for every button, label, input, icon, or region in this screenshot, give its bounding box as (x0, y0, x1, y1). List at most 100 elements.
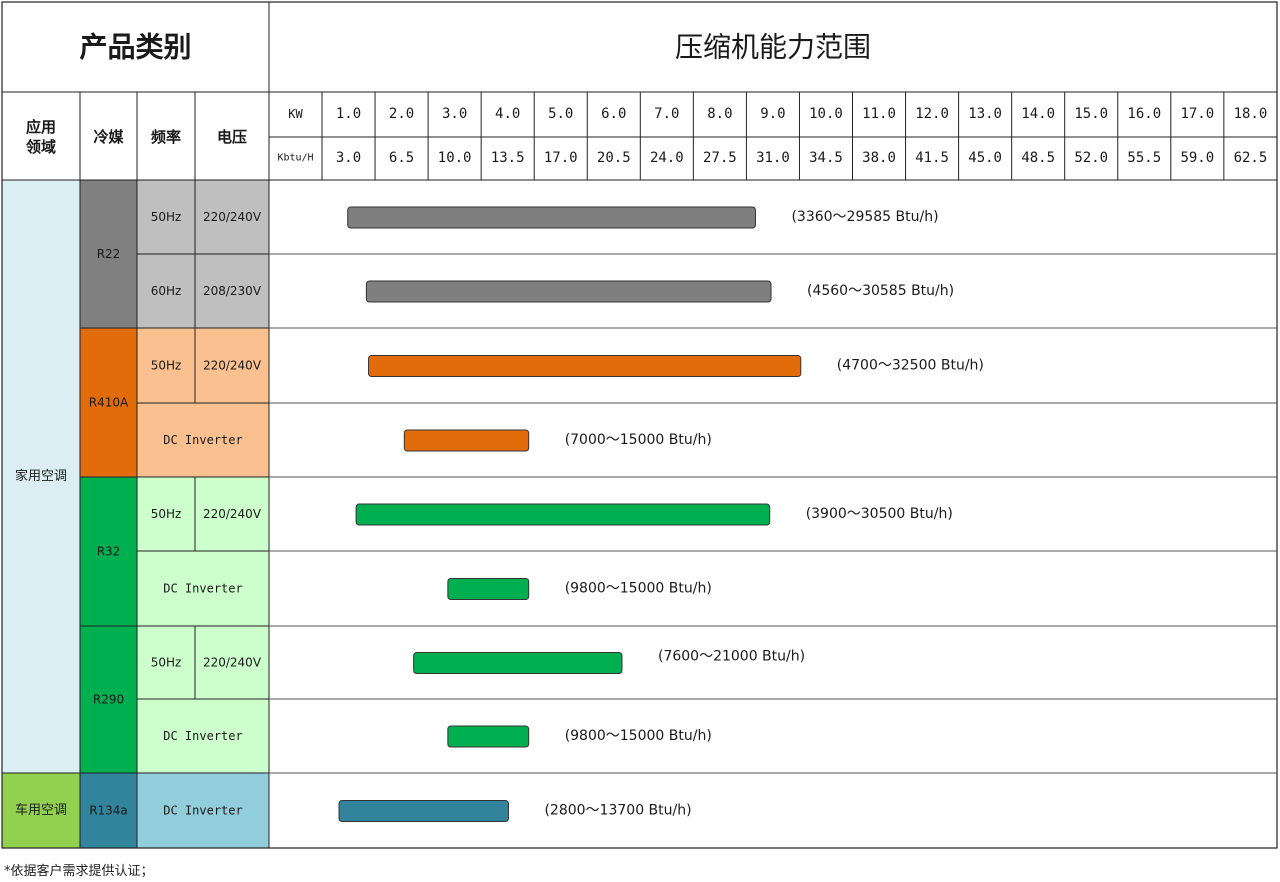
frequency-cell (137, 773, 269, 848)
kw-tick-label: 12.0 (915, 106, 949, 122)
frequency-cell (137, 403, 269, 477)
kw-tick-label: 15.0 (1074, 106, 1108, 122)
kw-tick-label: 9.0 (760, 106, 785, 122)
refrigerant-label: R22 (97, 247, 121, 261)
kbtu-tick-label: 13.5 (491, 150, 525, 166)
col-header-application: 领域 (25, 138, 56, 156)
capacity-bar (413, 652, 623, 674)
kbtu-tick-label: 41.5 (915, 150, 949, 166)
kw-tick-label: 14.0 (1021, 106, 1055, 122)
kw-tick-label: 3.0 (442, 106, 467, 122)
frequency-label: DC Inverter (163, 582, 242, 596)
kw-tick-label: 13.0 (968, 106, 1002, 122)
kw-tick-label: 8.0 (707, 106, 732, 122)
col-header-application: 应用 (26, 118, 56, 136)
capacity-range-label: (7600～21000 Btu/h) (658, 649, 805, 665)
kw-tick-label: 4.0 (495, 106, 520, 122)
capacity-range-label: (3900～30500 Btu/h) (806, 506, 953, 522)
frequency-label: DC Inverter (163, 433, 242, 447)
kw-tick-label: 10.0 (809, 106, 843, 122)
col-header-refrigerant: 冷媒 (93, 128, 124, 146)
col-header-frequency: 频率 (151, 128, 181, 146)
kbtu-axis-label: Kbtu/H (277, 153, 313, 164)
kw-tick-label: 2.0 (389, 106, 414, 122)
capacity-range-label: (4560～30585 Btu/h) (807, 283, 954, 299)
application-cell (2, 773, 80, 848)
kbtu-tick-label: 62.5 (1234, 150, 1268, 166)
capacity-range-label: (2800～13700 Btu/h) (544, 803, 691, 819)
frequency-cell (137, 180, 269, 254)
refrigerant-cell (80, 626, 137, 773)
voltage-label: 220/240V (203, 656, 262, 670)
frequency-cell (137, 328, 269, 403)
frequency-cell (137, 254, 269, 328)
voltage-label: 208/230V (203, 284, 262, 298)
kbtu-tick-label: 24.0 (650, 150, 684, 166)
capacity-bar (355, 503, 771, 526)
kw-axis-label: KW (288, 107, 303, 121)
kbtu-tick-label: 17.0 (544, 150, 578, 166)
kw-tick-label: 16.0 (1127, 106, 1161, 122)
kw-tick-label: 1.0 (336, 106, 361, 122)
frequency-label: 50Hz (151, 359, 182, 373)
application-cell (2, 180, 80, 773)
capacity-range-label: (7000～15000 Btu/h) (565, 432, 712, 448)
kbtu-tick-label: 59.0 (1180, 150, 1214, 166)
kbtu-tick-label: 3.0 (336, 150, 361, 166)
capacity-bar (447, 725, 530, 748)
capacity-range-label: (3360～29585 Btu/h) (791, 209, 938, 225)
capacity-bar (403, 429, 530, 452)
capacity-bar (347, 206, 756, 229)
footnote: *依据客户需求提供认证； (4, 864, 154, 879)
refrigerant-cell (80, 180, 137, 328)
kw-tick-label: 6.0 (601, 106, 626, 122)
kbtu-tick-label: 27.5 (703, 150, 737, 166)
kbtu-tick-label: 34.5 (809, 150, 843, 166)
kw-tick-label: 7.0 (654, 106, 679, 122)
frequency-label: 50Hz (151, 507, 182, 521)
frequency-cell (137, 477, 269, 551)
kbtu-tick-label: 52.0 (1074, 150, 1108, 166)
capacity-bar (447, 578, 530, 600)
refrigerant-label: R32 (97, 545, 121, 559)
application-label: 车用空调 (15, 802, 67, 818)
frequency-cell (137, 551, 269, 626)
kbtu-tick-label: 31.0 (756, 150, 790, 166)
category-title: 产品类别 (79, 31, 191, 64)
kbtu-tick-label: 38.0 (862, 150, 896, 166)
voltage-label: 220/240V (203, 359, 262, 373)
kbtu-tick-label: 10.0 (438, 150, 472, 166)
kbtu-tick-label: 45.0 (968, 150, 1002, 166)
capacity-range-label: (9800～15000 Btu/h) (565, 728, 712, 744)
application-label: 家用空调 (15, 468, 67, 484)
kw-tick-label: 5.0 (548, 106, 573, 122)
kw-tick-label: 18.0 (1234, 106, 1268, 122)
frequency-cell (137, 699, 269, 773)
capacity-range-label: (4700～32500 Btu/h) (837, 358, 984, 374)
frequency-label: 60Hz (151, 284, 182, 298)
kbtu-tick-label: 48.5 (1021, 150, 1055, 166)
capacity-bar (338, 800, 509, 822)
table-border (1, 1, 1278, 849)
col-header-voltage: 电压 (217, 128, 247, 146)
capacity-range-label: (9800～15000 Btu/h) (565, 581, 712, 597)
capacity-bar (365, 280, 772, 303)
voltage-label: 220/240V (203, 210, 262, 224)
refrigerant-cell (80, 477, 137, 626)
refrigerant-cell (80, 773, 137, 848)
frequency-label: 50Hz (151, 210, 182, 224)
range-title: 压缩机能力范围 (675, 31, 871, 64)
kbtu-tick-label: 6.5 (389, 150, 414, 166)
refrigerant-cell (80, 328, 137, 477)
refrigerant-label: R134a (89, 804, 128, 818)
kbtu-tick-label: 55.5 (1127, 150, 1161, 166)
frequency-label: DC Inverter (163, 729, 242, 743)
refrigerant-label: R410A (89, 396, 129, 410)
frequency-label: DC Inverter (163, 804, 242, 818)
capacity-bar (368, 355, 802, 377)
refrigerant-label: R290 (93, 693, 124, 707)
voltage-label: 220/240V (203, 507, 262, 521)
frequency-cell (137, 626, 269, 699)
kw-tick-label: 17.0 (1180, 106, 1214, 122)
